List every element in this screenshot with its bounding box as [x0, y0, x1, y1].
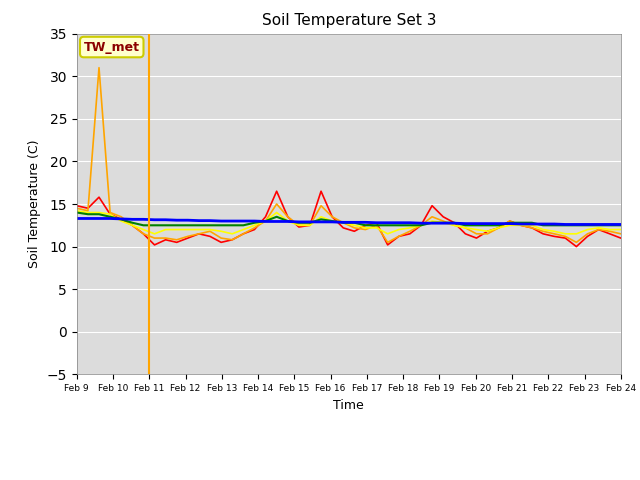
X-axis label: Time: Time	[333, 399, 364, 412]
Y-axis label: Soil Temperature (C): Soil Temperature (C)	[28, 140, 41, 268]
Title: Soil Temperature Set 3: Soil Temperature Set 3	[262, 13, 436, 28]
Legend: SoilT3_02, SoilT3_04, SoilT3_08, SoilT3_16, SoilT3_32: SoilT3_02, SoilT3_04, SoilT3_08, SoilT3_…	[76, 475, 622, 480]
Text: TW_met: TW_met	[84, 40, 140, 54]
